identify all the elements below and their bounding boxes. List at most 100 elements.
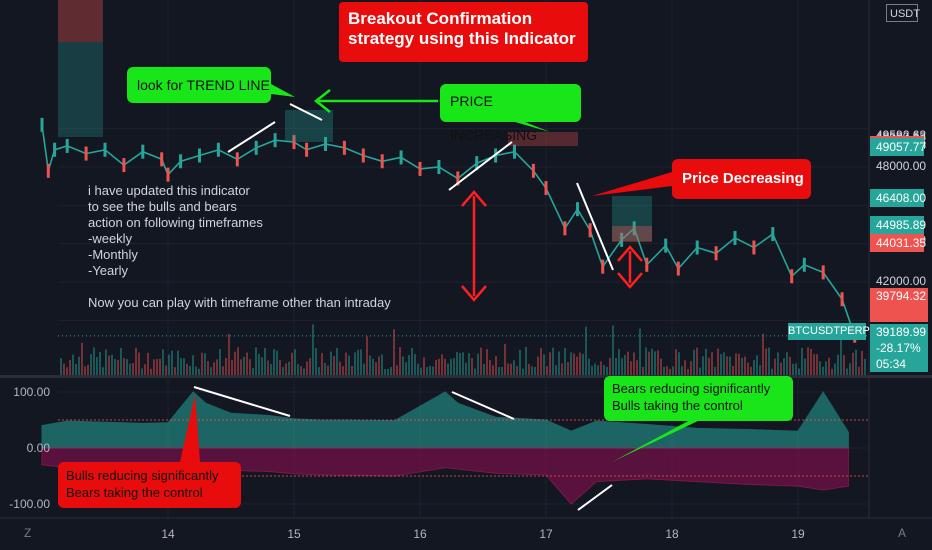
volume-bar [708,357,710,375]
volume-bar [732,365,734,375]
volume-bar [852,352,854,375]
volume-bar [72,354,74,375]
volume-bar [87,364,89,375]
callout-tail [271,84,295,97]
volume-bar [216,359,218,375]
volume-bar [396,365,398,375]
volume-bar [564,348,566,375]
volume-bar [858,366,860,375]
volume-bar [300,366,302,375]
volume-bar [426,367,428,375]
volume-bar [522,368,524,375]
volume-bar [687,368,689,375]
volume-bar [477,353,479,375]
volume-bar [348,355,350,375]
volume-bar [561,363,563,375]
price-tag: 46408.00 [870,188,926,207]
volume-bar [273,349,275,375]
indicator-y-tick: -100.00 [9,497,50,511]
volume-bar [357,349,359,375]
volume-bar [369,355,371,375]
x-tick-label: 19 [791,527,805,541]
volume-bar [90,354,92,375]
volume-bar [636,360,638,375]
volume-bar [318,367,320,375]
volume-bar [324,362,326,375]
prev-price-tag: 39794.32 [870,288,928,322]
auto-scale-button[interactable]: A [898,526,907,540]
callout-tail [180,395,200,462]
volume-bar [651,348,653,375]
indicator-trend-line [193,386,291,417]
trend-line [576,182,614,271]
volume-bar [453,358,455,375]
volume-bar [447,363,449,375]
volume-bar [192,355,194,375]
volume-bar [720,354,722,375]
volume-bar [174,367,176,375]
volume-bar [621,358,623,375]
volume-bar [594,363,596,375]
volume-bar [420,367,422,375]
volume-bar [441,354,443,375]
volume-bar [210,367,212,375]
volume-bar [840,329,842,375]
volume-bar [837,354,839,375]
price-decreasing-callout: Price Decreasing [672,159,811,199]
volume-bar [786,352,788,375]
volume-bar [360,349,362,375]
volume-bar [234,351,236,375]
volume-bar [126,359,128,375]
volume-bar [615,357,617,375]
volume-bar [228,333,230,375]
volume-bar [204,353,206,375]
symbol-tag[interactable]: BTCUSDTPERP [788,323,870,340]
indicator-trend-line [577,484,613,511]
volume-bar [60,358,62,375]
volume-bar [762,333,764,375]
title-callout: Breakout Confirmation strategy using thi… [339,2,588,62]
volume-bar [462,352,464,375]
price-tag: 44985.89 [870,215,926,234]
x-tick-label: 14 [161,527,175,541]
volume-bar [618,348,620,375]
volume-bar [390,367,392,375]
volume-bar [435,359,437,375]
currency-label[interactable]: USDT [886,4,920,22]
volume-bar [663,366,665,375]
volume-bar [780,362,782,375]
volume-bar [177,350,179,375]
volume-bar [468,353,470,375]
volume-bar [771,368,773,375]
volume-bar [444,358,446,375]
volume-bar [336,347,338,375]
bears-reducing-callout: Bears reducing significantly Bulls takin… [604,376,793,421]
volume-bar [81,342,83,375]
volume-bar [654,351,656,375]
volume-bar [714,366,716,375]
volume-bar [321,353,323,375]
supply-zone [58,0,103,42]
volume-bar [432,366,434,375]
volume-bar [381,354,383,375]
volume-bar [285,363,287,375]
volume-bar [588,358,590,375]
last-price-change: -28.17% [876,341,921,355]
volume-bar [822,366,824,375]
volume-bar [378,356,380,375]
range-double-arrow [617,245,643,262]
volume-bar [693,349,695,375]
volume-bar [147,352,149,375]
volume-bar [429,365,431,375]
volume-bar [171,350,173,375]
volume-bar [543,354,545,375]
timezone-button[interactable]: Z [24,526,32,540]
volume-bar [549,352,551,375]
volume-bar [735,353,737,375]
volume-bar [249,359,251,375]
volume-bar [270,363,272,375]
volume-bar [753,360,755,375]
volume-bar [168,354,170,375]
volume-bar [165,365,167,375]
